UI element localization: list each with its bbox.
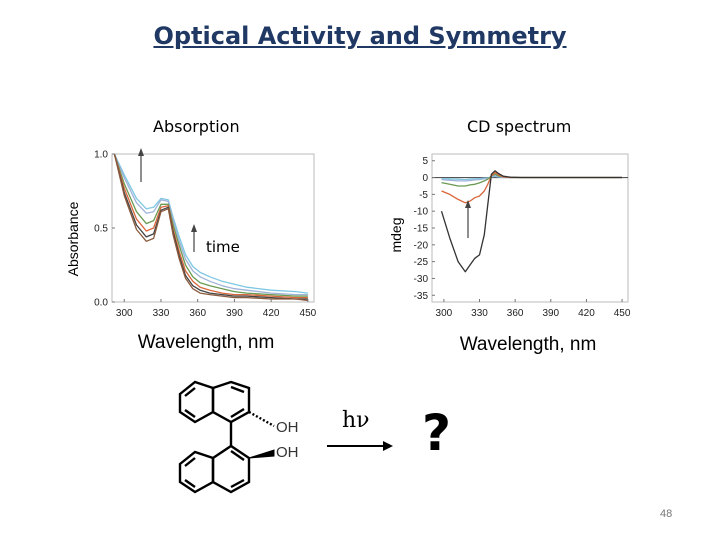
y-tick-label: 1.0: [94, 150, 108, 161]
x-tick-label: 360: [189, 308, 206, 319]
y-tick-label: 0: [422, 173, 428, 184]
spectrum-line: [113, 153, 308, 297]
y-tick-label: -20: [414, 240, 429, 251]
naphthalene-ring: [178, 380, 215, 424]
x-tick-label: 450: [300, 308, 317, 319]
spectrum-line: [113, 153, 308, 302]
photon-label: hν: [342, 408, 370, 433]
cd-spectrum-chart: 300 330 360 390 420 450 5 0 -5 -10 -15 -20 -25 -30 -35…: [388, 153, 631, 355]
mdeg-axis-label: mdeg: [388, 217, 404, 252]
x-tick-label: 330: [471, 308, 488, 319]
page-number: 48: [660, 508, 673, 520]
absorbance-axis-label: Absorbance: [65, 201, 81, 276]
binaphthol-structure: [178, 380, 275, 494]
x-tick-label: 330: [153, 308, 170, 319]
oh-label-bottom: OH: [276, 444, 299, 461]
plot-frame: [431, 153, 629, 303]
spectrum-line: [113, 153, 308, 296]
spectrum-line: [113, 153, 308, 299]
wavelength-axis-label: Wavelength, nm: [138, 332, 275, 353]
time-arrowhead: [191, 224, 197, 232]
cd-spectrum-label: CD spectrum: [467, 117, 572, 136]
y-tick-label: 0.5: [94, 224, 108, 235]
cd-trend-arrowhead: [465, 200, 471, 208]
absorption-chart: 300 330 360 390 420 450 0.0 0.5 1.0 Absorbance W…: [65, 148, 317, 353]
x-tick-label: 450: [614, 308, 631, 319]
x-tick-label: 300: [116, 308, 133, 319]
y-tick-label: 0.0: [94, 298, 108, 309]
x-tick-label: 420: [263, 308, 280, 319]
y-tick-label: -5: [419, 190, 428, 201]
x-tick-label: 360: [507, 308, 524, 319]
unknown-product: ?: [422, 404, 452, 462]
wedge-bond: [248, 449, 275, 459]
y-tick-label: -15: [414, 224, 429, 235]
naphthalene-ring: [211, 444, 251, 494]
wavelength-axis-label: Wavelength, nm: [460, 334, 597, 355]
time-annotation: time: [204, 238, 242, 256]
spectrum-line: [113, 153, 308, 300]
y-tick-label: -25: [414, 257, 429, 268]
slide-title: Optical Activity and Symmetry: [153, 22, 567, 50]
x-tick-label: 390: [226, 308, 243, 319]
absorption-label: Absorption: [153, 117, 240, 136]
x-tick-label: 420: [578, 308, 595, 319]
spectrum-line: [113, 153, 308, 294]
naphthalene-ring: [178, 450, 215, 494]
hashed-bond: [248, 410, 275, 428]
y-tick-label: -10: [414, 207, 429, 218]
y-tick-label: -35: [414, 291, 429, 302]
time-arrowhead: [138, 148, 144, 156]
reaction-arrow: [327, 441, 393, 451]
y-tick-label: 5: [422, 156, 428, 167]
spectrum-line: [440, 170, 623, 273]
x-tick-label: 390: [542, 308, 559, 319]
x-tick-label: 300: [436, 308, 453, 319]
y-tick-label: -30: [414, 274, 429, 285]
oh-label-top: OH: [276, 419, 299, 436]
plot-frame: [111, 153, 315, 303]
spectrum-line: [441, 174, 623, 182]
